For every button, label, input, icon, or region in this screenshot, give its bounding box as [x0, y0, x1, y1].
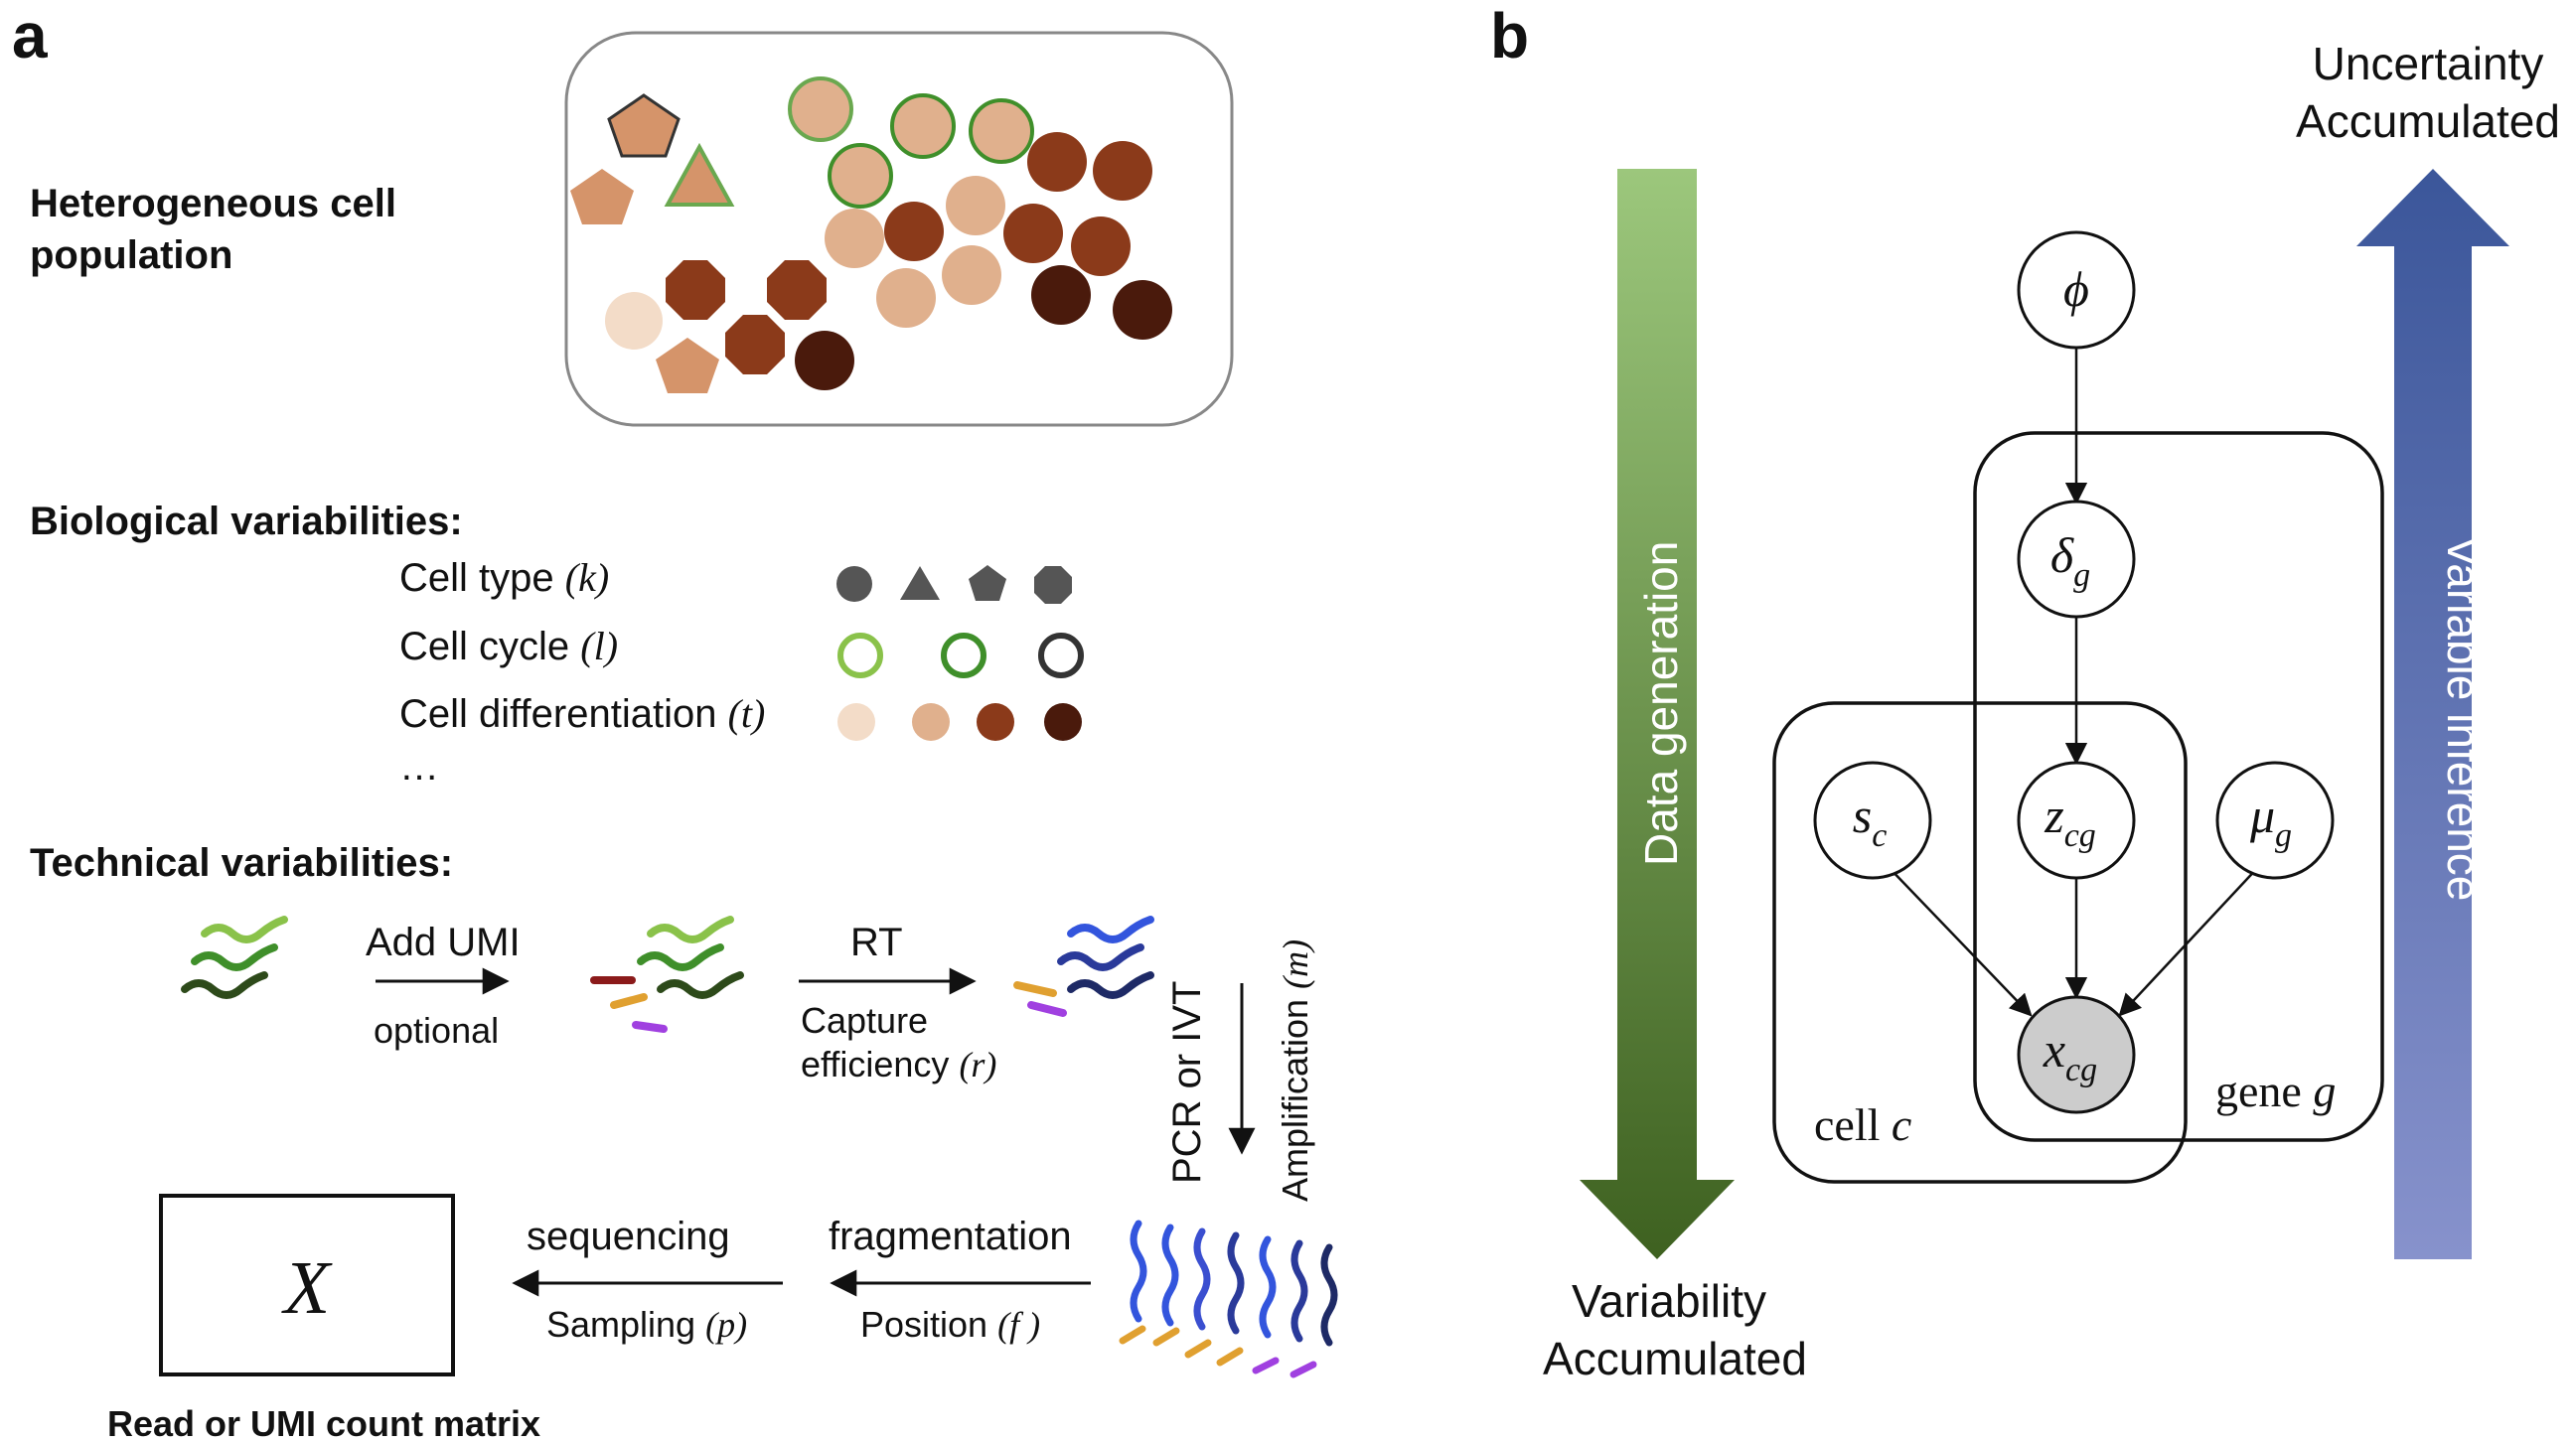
type-pentagon-icon	[969, 565, 1006, 601]
umi-tagged-strands-icon	[590, 916, 744, 1033]
node-phi: ϕ	[2017, 230, 2136, 350]
bio-ellipsis: …	[399, 745, 439, 789]
cell-circle	[1027, 132, 1087, 192]
svg-text:ϕ: ϕ	[2063, 261, 2089, 317]
diff-tan-icon	[912, 703, 950, 741]
cell-circle	[942, 245, 1001, 305]
node-mu: μg	[2215, 761, 2335, 880]
cell-circle	[884, 202, 944, 261]
svg-text:sc: sc	[1853, 788, 1888, 854]
panel-a-label: a	[12, 0, 48, 72]
cell-circle	[946, 176, 1005, 235]
tech-title: Technical variabilities:	[30, 841, 453, 885]
amplified-fragments-icon	[1119, 1220, 1338, 1378]
bio-row-cell-type: Cell type (k)	[399, 555, 609, 600]
cell-circle	[1113, 280, 1172, 340]
svg-text:μg: μg	[2249, 788, 2292, 854]
step-pcr: PCR or IVT	[1165, 981, 1209, 1184]
count-matrix-box	[159, 1194, 455, 1376]
svg-text:zcg: zcg	[2044, 788, 2096, 854]
panel-b-label: b	[1490, 0, 1529, 72]
plate-cell-label: cell c	[1814, 1099, 1911, 1150]
cell-cycle-circle	[788, 76, 853, 142]
type-triangle-icon	[900, 566, 940, 600]
plate-gene-label: gene g	[2215, 1066, 2336, 1116]
cell-pentagon	[656, 338, 719, 393]
step-capture-line2: efficiency (r)	[801, 1044, 996, 1084]
diff-light-icon	[837, 703, 875, 741]
cell-circle	[1031, 265, 1091, 325]
cell-type-legend	[836, 565, 1072, 604]
cell-cycle-legend	[837, 633, 1084, 678]
cell-cycle-circle	[969, 98, 1034, 164]
node-x-observed: xcg	[2017, 995, 2136, 1114]
cell-circle	[876, 268, 936, 328]
step-add-umi: Add UMI	[366, 921, 521, 964]
bio-title: Biological variabilities:	[30, 500, 463, 543]
cell-differentiation-legend	[837, 703, 1082, 741]
cell-circle	[1071, 216, 1131, 276]
cell-octagon	[767, 260, 827, 320]
diff-dark-icon	[1044, 703, 1082, 741]
cell-octagon	[725, 315, 785, 374]
population-title-line2: population	[30, 233, 232, 277]
bio-row-cell-cycle: Cell cycle (l)	[399, 624, 618, 668]
cdna-strands-icon	[1013, 916, 1154, 1017]
node-z: zcg	[2017, 761, 2136, 880]
population-title: Heterogeneous cell	[30, 182, 396, 225]
bio-row-cell-differentiation: Cell differentiation (t)	[399, 691, 765, 736]
step-capture-line1: Capture	[801, 1000, 928, 1041]
variable-inference-label: Variable inference	[2438, 536, 2490, 901]
step-position: Position (f )	[860, 1304, 1040, 1345]
cell-octagon	[666, 260, 725, 320]
data-generation-arrow	[1580, 169, 1735, 1259]
cell-circle	[605, 292, 663, 350]
cycle-dark-icon	[1038, 633, 1084, 678]
data-generation-label: Data generation	[1635, 541, 1687, 866]
type-circle-icon	[836, 566, 872, 602]
mrna-strands-icon	[181, 916, 288, 999]
cell-pentagon	[607, 93, 681, 158]
edge-mu-x	[2118, 863, 2262, 1017]
uncertainty-label-line1: Uncertainty	[2313, 38, 2544, 89]
cell-population-box	[564, 31, 1234, 427]
step-fragmentation: fragmentation	[829, 1215, 1072, 1258]
cell-triangle	[664, 142, 735, 207]
cell-cycle-circle	[828, 143, 893, 209]
variability-label-line2: Accumulated	[1543, 1333, 1807, 1384]
step-rt: RT	[850, 921, 903, 964]
cell-plate	[1772, 701, 2188, 1184]
matrix-symbol: X	[281, 1246, 333, 1330]
step-sampling: Sampling (p)	[546, 1304, 747, 1345]
step-amplification: Amplification (m)	[1275, 939, 1315, 1202]
variable-inference-arrow	[2356, 169, 2509, 1259]
node-s: sc	[1813, 761, 1932, 880]
variability-label-line1: Variability	[1572, 1275, 1766, 1327]
cell-circle	[1093, 141, 1152, 201]
cell-cycle-circle	[890, 93, 956, 159]
node-delta: δg	[2017, 500, 2136, 619]
matrix-caption: Read or UMI count matrix	[107, 1403, 540, 1443]
cell-circle	[1003, 204, 1063, 263]
step-sequencing: sequencing	[527, 1215, 730, 1258]
step-optional: optional	[374, 1010, 499, 1051]
cycle-light-green-icon	[837, 633, 883, 678]
uncertainty-label-line2: Accumulated	[2296, 95, 2560, 147]
svg-text:xcg: xcg	[2043, 1022, 2097, 1088]
svg-text:δg: δg	[2050, 527, 2090, 594]
cycle-green-icon	[941, 633, 986, 678]
diff-brown-icon	[977, 703, 1014, 741]
cell-pentagon	[570, 169, 634, 224]
gene-plate	[1973, 431, 2384, 1142]
edge-s-x	[1885, 863, 2033, 1017]
cell-circle	[795, 331, 854, 390]
graph-edges	[1885, 348, 2262, 1017]
type-octagon-icon	[1034, 566, 1072, 604]
cell-circle	[825, 209, 884, 268]
